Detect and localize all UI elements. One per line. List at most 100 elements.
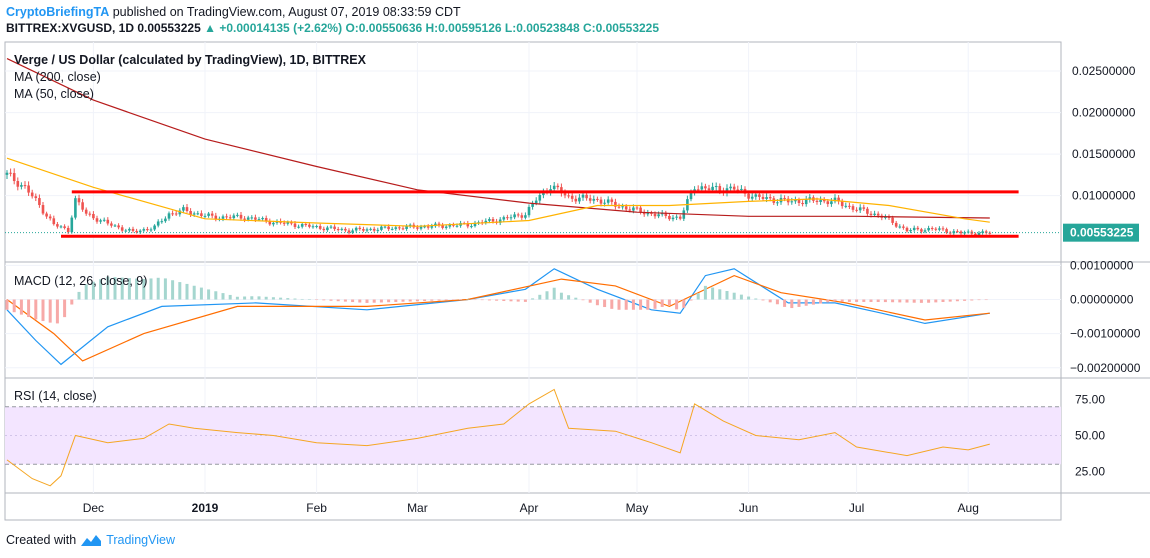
macd-histogram-bar (531, 298, 535, 300)
candle-body (171, 213, 174, 215)
candle-body (506, 217, 509, 219)
candle-body (390, 228, 394, 230)
candle-body (340, 228, 344, 230)
footer: Created with TradingView (6, 533, 175, 547)
candle-body (707, 188, 711, 190)
macd-histogram-bar (919, 299, 923, 303)
macd-histogram-bar (984, 299, 988, 301)
candle-body (963, 232, 966, 234)
candle-body (747, 193, 750, 199)
candle-body (923, 230, 927, 232)
candle-body (27, 185, 30, 193)
candle-body (930, 228, 934, 230)
macd-histogram-bar (811, 299, 815, 305)
candle-body (146, 229, 149, 231)
candle-body (200, 213, 203, 217)
candle-body (804, 199, 808, 205)
candle-body (135, 230, 138, 233)
candle-body (592, 198, 596, 201)
candle-body (246, 217, 250, 220)
candle-body (873, 213, 876, 215)
publish-header: CryptoBriefingTA published on TradingVie… (6, 5, 461, 19)
macd-histogram-bar (70, 299, 74, 305)
candle-body (833, 197, 837, 202)
macd-histogram-bar (336, 299, 340, 302)
candle-body (9, 172, 12, 174)
candle-body (347, 230, 351, 233)
macd-histogram-bar (567, 295, 571, 300)
candle-body (376, 229, 380, 231)
macd-histogram-bar (610, 299, 614, 309)
candle-body (621, 206, 624, 208)
candle-body (264, 218, 268, 222)
candle-body (74, 198, 77, 218)
macd-histogram-bar (783, 299, 787, 307)
candle-body (455, 225, 459, 227)
candle-body (552, 185, 556, 190)
macd-histogram-bar (689, 299, 693, 301)
rsi-tick-label: 25.00 (1075, 464, 1105, 478)
macd-histogram-bar (163, 278, 167, 300)
candle-body (711, 186, 714, 190)
macd-histogram-bar (941, 299, 945, 302)
macd-histogram-bar (199, 287, 203, 300)
macd-histogram-bar (855, 299, 859, 302)
macd-histogram-bar (12, 299, 16, 313)
macd-histogram-bar (502, 299, 506, 302)
candle-body (185, 207, 189, 212)
macd-histogram-bar (739, 294, 743, 300)
rsi-tick-label: 50.00 (1075, 429, 1105, 443)
macd-histogram-bar (631, 299, 635, 310)
macd-histogram-bar (329, 299, 333, 301)
macd-histogram-bar (480, 299, 484, 301)
price-tick-label: 0.02500000 (1072, 64, 1136, 78)
candle-body (149, 229, 153, 231)
author-link[interactable]: CryptoBriefingTA (6, 5, 110, 19)
macd-histogram-bar (826, 299, 830, 303)
macd-histogram-bar (444, 299, 448, 301)
macd-histogram-bar (415, 299, 419, 302)
candle-body (678, 216, 682, 219)
macd-histogram-bar (286, 298, 290, 300)
macd-histogram-bar (55, 299, 59, 324)
candle-body (113, 225, 117, 227)
candle-body (902, 226, 905, 228)
candle-body (488, 219, 491, 221)
candle-body (322, 228, 326, 231)
candle-body (160, 221, 164, 223)
macd-histogram-bar (516, 299, 520, 302)
candle-body (941, 228, 945, 230)
symbol-header: BITTREX:XVGUSD, 1D 0.00553225 ▲ +0.00014… (6, 21, 659, 35)
candle-body (758, 194, 761, 197)
candle-body (581, 194, 585, 198)
candle-body (59, 226, 63, 228)
tradingview-brand[interactable]: TradingView (106, 533, 175, 547)
candle-body (966, 231, 970, 233)
candle-body (905, 227, 909, 232)
macd-histogram-bar (862, 299, 866, 302)
macd-histogram-bar (84, 284, 88, 300)
candle-body (261, 218, 264, 220)
macd-tick-label: 0.00100000 (1070, 258, 1134, 272)
chart-canvas[interactable]: Dec 2019 Feb Mar Apr May Jun Jul Aug 0.02500000 0.… (0, 40, 1150, 523)
macd-histogram-bar (91, 281, 95, 300)
macd-histogram-bar (34, 299, 38, 320)
macd-histogram-bar (747, 296, 751, 300)
macd-histogram-bar (228, 294, 232, 300)
candle-body (41, 205, 45, 214)
axis-labels: Dec 2019 Feb Mar Apr May Jun Jul Aug 0.02500000 0.… (83, 64, 1141, 515)
candle-body (808, 197, 812, 200)
candle-body (909, 230, 912, 232)
macd-histogram-bar (401, 299, 405, 302)
ma50-line (6, 157, 990, 227)
candle-body (138, 230, 142, 233)
macd-histogram-bar (639, 299, 643, 310)
rsi-tick-label: 75.00 (1075, 393, 1105, 407)
macd-histogram-bar (394, 299, 398, 302)
price-change: +0.00014135 (+2.62%) (219, 21, 343, 35)
candle-body (423, 226, 426, 228)
macd-histogram-bar (624, 299, 628, 310)
price-tick-label: 0.02000000 (1072, 106, 1136, 120)
candle-body (293, 223, 297, 227)
macd-histogram-bar (545, 291, 549, 300)
